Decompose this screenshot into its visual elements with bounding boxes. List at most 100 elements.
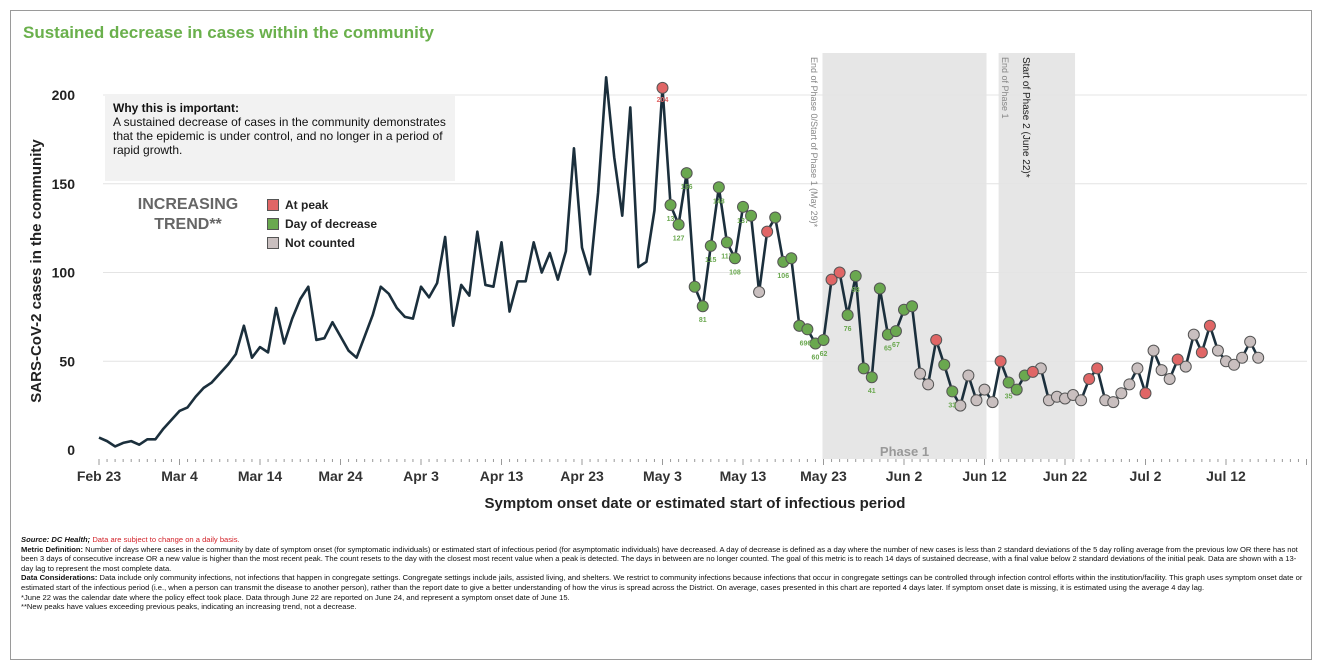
peak-marker bbox=[656, 81, 669, 94]
decrease-data-label: 33 bbox=[948, 402, 956, 409]
legend-swatch bbox=[267, 217, 279, 230]
not-counted-marker bbox=[962, 369, 975, 382]
decrease-marker bbox=[1010, 383, 1023, 396]
peak-marker bbox=[1026, 365, 1039, 378]
x-tick-label: Mar 14 bbox=[238, 468, 283, 484]
info-heading: Why this is important: bbox=[113, 101, 239, 115]
decrease-data-label: 13 bbox=[667, 216, 675, 223]
decrease-data-label: 108 bbox=[729, 269, 741, 276]
peak-marker bbox=[1203, 319, 1216, 332]
decrease-marker bbox=[946, 385, 959, 398]
decrease-marker bbox=[817, 333, 830, 346]
decrease-data-label: 156 bbox=[681, 184, 693, 191]
decrease-data-label: 106 bbox=[777, 273, 789, 280]
not-counted-marker bbox=[986, 396, 999, 409]
phase1-band bbox=[822, 53, 987, 459]
decrease-marker bbox=[680, 167, 693, 180]
not-counted-marker bbox=[922, 378, 935, 391]
metric-text: Number of days where cases in the commun… bbox=[21, 544, 1298, 573]
decrease-marker bbox=[938, 358, 951, 371]
decrease-data-label: 65 bbox=[884, 346, 892, 353]
decrease-data-label: 117 bbox=[721, 253, 732, 260]
peak-data-label: 204 bbox=[657, 97, 669, 104]
x-tick-label: Apr 23 bbox=[560, 468, 604, 484]
decrease-marker bbox=[785, 252, 798, 265]
decrease-marker bbox=[672, 218, 685, 231]
decrease-marker bbox=[769, 211, 782, 224]
decrease-data-label: 76 bbox=[844, 326, 852, 333]
considerations-text: Data include only community infections, … bbox=[21, 573, 1303, 592]
note-2: **New peaks have values exceeding previo… bbox=[21, 602, 357, 612]
info-body: A sustained decrease of cases in the com… bbox=[113, 115, 446, 157]
decrease-marker bbox=[873, 282, 886, 295]
phase2-start-label: Start of Phase 2 (June 22)* bbox=[1020, 57, 1031, 178]
decrease-data-label: 6968 bbox=[800, 340, 816, 347]
chart-title: Sustained decrease in cases within the c… bbox=[23, 23, 434, 42]
decrease-data-label: 115 bbox=[705, 257, 716, 264]
considerations-label: Data Considerations: bbox=[21, 573, 98, 583]
decrease-data-label: 60 bbox=[812, 355, 820, 362]
decrease-marker bbox=[728, 252, 741, 265]
decrease-marker bbox=[712, 181, 725, 194]
y-axis-title: SARS-CoV-2 cases in the community bbox=[28, 139, 45, 403]
y-tick-label: 0 bbox=[67, 442, 75, 458]
x-tick-label: Jun 2 bbox=[886, 468, 923, 484]
peak-marker bbox=[761, 225, 774, 238]
y-tick-label: 100 bbox=[52, 265, 76, 281]
not-counted-marker bbox=[1131, 362, 1144, 375]
decrease-data-label: 148 bbox=[713, 198, 725, 205]
not-counted-marker bbox=[1147, 344, 1160, 357]
not-counted-marker bbox=[1163, 373, 1176, 385]
peak-marker bbox=[1195, 346, 1208, 359]
x-tick-label: Jul 2 bbox=[1130, 468, 1162, 484]
footer: Source: DC Health; Data are subject to c… bbox=[21, 535, 1306, 612]
decrease-marker bbox=[704, 239, 717, 252]
not-counted-marker bbox=[1155, 364, 1168, 377]
y-tick-label: 150 bbox=[52, 176, 76, 192]
peak-marker bbox=[825, 273, 838, 286]
decrease-data-label: 127 bbox=[673, 236, 685, 243]
legend-swatch bbox=[267, 198, 279, 211]
decrease-data-label: 137 bbox=[737, 218, 749, 225]
x-tick-label: Feb 23 bbox=[77, 468, 122, 484]
not-counted-marker bbox=[1228, 358, 1241, 371]
x-axis-title: Symptom onset date or estimated start of… bbox=[485, 495, 906, 512]
decrease-marker bbox=[745, 209, 758, 222]
peak-marker bbox=[833, 266, 846, 279]
line-chart: Phase 1 0 50 100 150 200 Feb 23 Mar 4 Mar 14 Mar … bbox=[28, 53, 1307, 512]
x-tick-label: Apr 13 bbox=[480, 468, 524, 484]
decrease-marker bbox=[857, 362, 870, 375]
decrease-data-label: 41 bbox=[868, 388, 876, 395]
decrease-data-label: 98 bbox=[852, 287, 860, 294]
not-counted-marker bbox=[1179, 360, 1192, 373]
decrease-marker bbox=[664, 199, 677, 212]
decrease-marker bbox=[865, 371, 878, 384]
not-counted-marker bbox=[1211, 344, 1224, 357]
x-tick-label: May 3 bbox=[643, 468, 682, 484]
not-counted-marker bbox=[1075, 394, 1088, 407]
decrease-marker bbox=[1002, 376, 1015, 389]
peak-marker bbox=[1091, 362, 1104, 375]
peak-marker bbox=[1171, 353, 1184, 366]
decrease-marker bbox=[906, 300, 919, 313]
not-counted-marker bbox=[978, 383, 991, 396]
decrease-marker bbox=[688, 280, 701, 293]
x-tick-label: May 23 bbox=[800, 468, 847, 484]
decrease-data-label: 67 bbox=[892, 342, 900, 349]
y-tick-label: 50 bbox=[59, 353, 75, 369]
legend-item-not-counted: Not counted bbox=[267, 233, 377, 252]
chart-frame: Sustained decrease in cases within the c… bbox=[10, 10, 1312, 660]
source-note: Data are subject to change on a daily ba… bbox=[92, 535, 240, 544]
not-counted-marker bbox=[1244, 335, 1257, 348]
x-tick-label: Jun 12 bbox=[962, 468, 1007, 484]
trend-label: INCREASING TREND** bbox=[137, 196, 239, 233]
not-counted-marker bbox=[1252, 351, 1265, 364]
decrease-data-label: 81 bbox=[699, 317, 707, 324]
peak-marker bbox=[1083, 373, 1096, 385]
not-counted-marker bbox=[1187, 328, 1200, 341]
decrease-marker bbox=[801, 323, 814, 336]
not-counted-marker bbox=[1107, 396, 1120, 409]
x-tick-label: Jun 22 bbox=[1043, 468, 1088, 484]
decrease-marker bbox=[841, 309, 854, 322]
not-counted-marker bbox=[970, 394, 983, 407]
